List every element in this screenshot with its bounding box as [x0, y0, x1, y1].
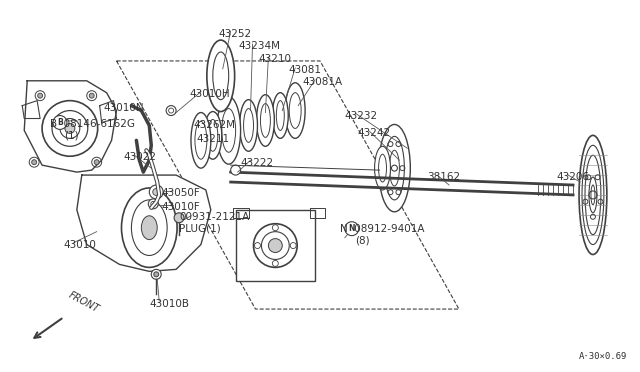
Circle shape — [253, 224, 297, 267]
Circle shape — [268, 238, 282, 253]
Ellipse shape — [589, 177, 597, 213]
Bar — [236, 210, 315, 281]
Circle shape — [65, 124, 75, 134]
Text: 43010B: 43010B — [149, 299, 189, 309]
Circle shape — [345, 222, 358, 235]
Ellipse shape — [285, 83, 305, 138]
Ellipse shape — [122, 188, 177, 267]
Ellipse shape — [257, 95, 275, 146]
Circle shape — [153, 189, 160, 195]
Text: A·30×0.69: A·30×0.69 — [579, 352, 628, 361]
Ellipse shape — [207, 40, 235, 112]
Text: 43210: 43210 — [259, 54, 291, 64]
Ellipse shape — [579, 135, 607, 254]
Circle shape — [38, 93, 43, 98]
Text: 43242: 43242 — [358, 128, 391, 138]
Polygon shape — [24, 81, 116, 172]
Circle shape — [149, 185, 163, 199]
Circle shape — [154, 272, 159, 277]
Text: 43022: 43022 — [124, 152, 156, 162]
Ellipse shape — [204, 112, 221, 159]
Circle shape — [53, 116, 67, 129]
Text: 43010F: 43010F — [161, 202, 200, 212]
Text: 00931-2121A: 00931-2121A — [179, 212, 250, 222]
Ellipse shape — [217, 97, 241, 164]
Text: 43262M: 43262M — [193, 121, 235, 131]
Circle shape — [151, 269, 161, 279]
Text: FRONT: FRONT — [67, 289, 101, 314]
Polygon shape — [100, 101, 116, 122]
Polygon shape — [22, 101, 40, 119]
Ellipse shape — [191, 113, 211, 168]
Text: 43010H: 43010H — [189, 89, 230, 99]
Circle shape — [42, 101, 98, 156]
Text: 43010N: 43010N — [104, 103, 144, 113]
Text: 38162: 38162 — [427, 172, 460, 182]
Ellipse shape — [378, 125, 410, 212]
Polygon shape — [77, 175, 211, 271]
Text: 43050F: 43050F — [161, 188, 200, 198]
Text: 43232: 43232 — [345, 110, 378, 121]
Text: 43252: 43252 — [219, 29, 252, 39]
Circle shape — [31, 160, 36, 165]
Text: 43222: 43222 — [241, 158, 274, 168]
Ellipse shape — [239, 100, 257, 151]
Circle shape — [230, 165, 241, 175]
Text: B  08146-6162G: B 08146-6162G — [50, 119, 135, 128]
Text: 43081: 43081 — [288, 65, 321, 75]
Polygon shape — [310, 208, 325, 218]
Text: 43206: 43206 — [556, 172, 589, 182]
Circle shape — [174, 213, 184, 223]
Text: N  08912-9401A: N 08912-9401A — [340, 224, 424, 234]
Polygon shape — [233, 208, 248, 218]
Text: B: B — [57, 118, 63, 127]
Ellipse shape — [374, 146, 390, 190]
Circle shape — [148, 199, 158, 209]
Text: 43234M: 43234M — [239, 41, 280, 51]
Text: (1): (1) — [64, 131, 79, 140]
Text: 43211: 43211 — [197, 134, 230, 144]
Ellipse shape — [141, 216, 157, 240]
Circle shape — [89, 93, 94, 98]
Text: 43010: 43010 — [64, 240, 97, 250]
Ellipse shape — [273, 93, 288, 138]
Text: (8): (8) — [355, 235, 369, 246]
Circle shape — [166, 106, 176, 116]
Circle shape — [94, 160, 99, 165]
Text: PLUG(1): PLUG(1) — [179, 224, 221, 234]
Text: 43081A: 43081A — [302, 77, 342, 87]
Text: N: N — [349, 224, 355, 233]
